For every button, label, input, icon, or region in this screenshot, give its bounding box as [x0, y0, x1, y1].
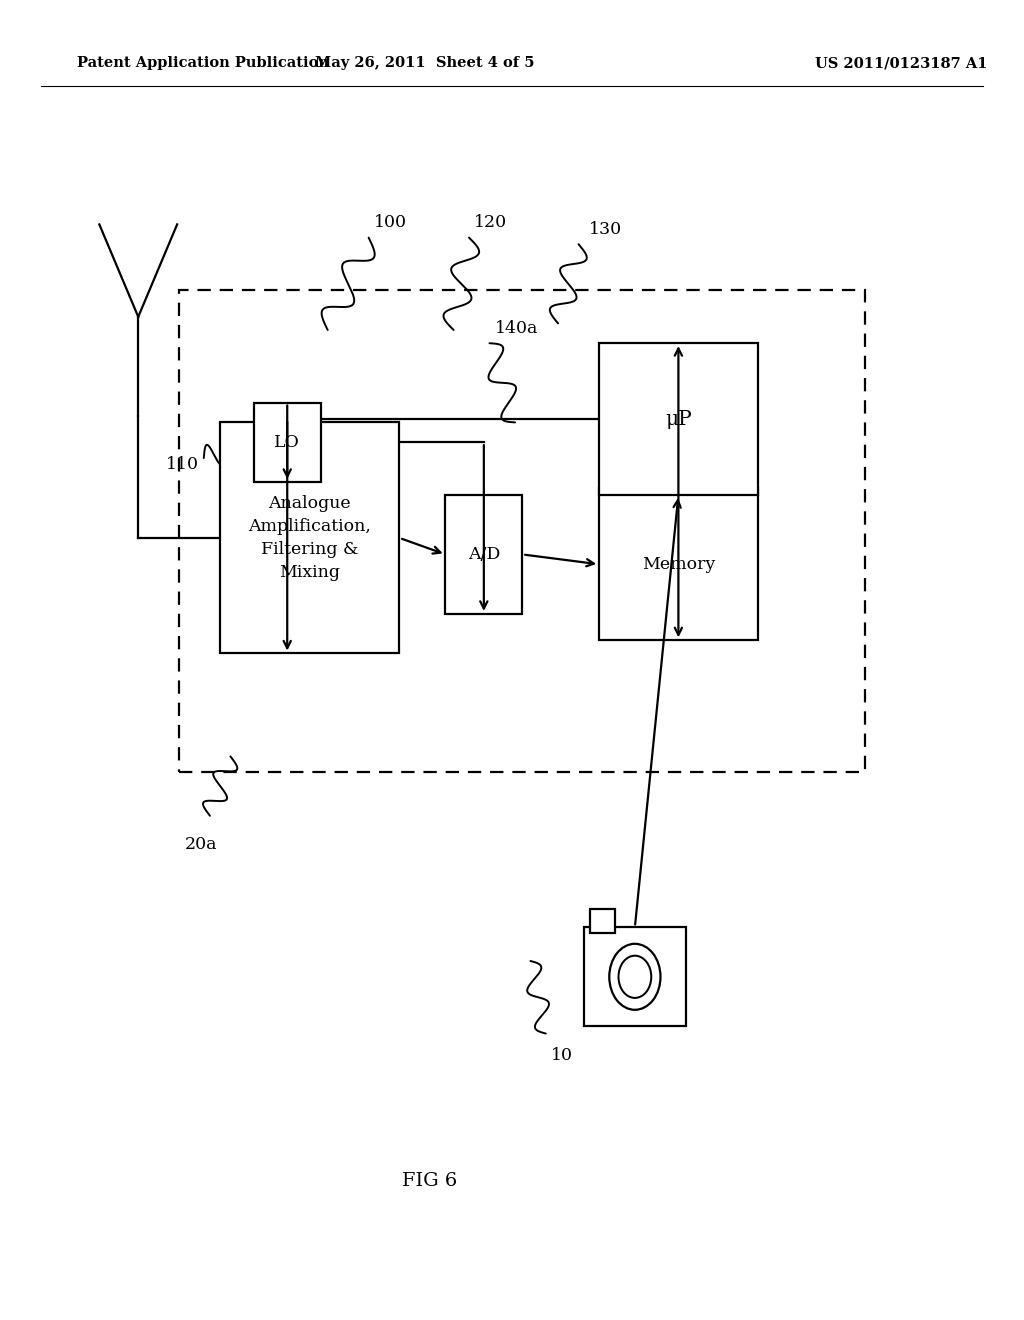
Text: 140a: 140a — [495, 319, 538, 337]
Text: 20a: 20a — [184, 836, 217, 853]
Text: 100: 100 — [374, 214, 407, 231]
Circle shape — [609, 944, 660, 1010]
Text: LO: LO — [274, 434, 300, 450]
Text: Analogue
Amplification,
Filtering &
Mixing: Analogue Amplification, Filtering & Mixi… — [249, 495, 371, 581]
Text: May 26, 2011  Sheet 4 of 5: May 26, 2011 Sheet 4 of 5 — [315, 57, 535, 70]
Text: A/D: A/D — [468, 546, 500, 562]
Bar — [179, 290, 865, 772]
Text: 130: 130 — [589, 220, 622, 238]
Bar — [220, 422, 399, 653]
Text: Patent Application Publication: Patent Application Publication — [77, 57, 329, 70]
Text: 110: 110 — [166, 457, 199, 473]
Text: 10: 10 — [551, 1047, 572, 1064]
Bar — [254, 403, 321, 482]
Text: μP: μP — [665, 409, 692, 429]
Text: US 2011/0123187 A1: US 2011/0123187 A1 — [815, 57, 987, 70]
Circle shape — [618, 956, 651, 998]
Text: FIG 6: FIG 6 — [402, 1172, 458, 1191]
Bar — [590, 909, 615, 932]
Text: Memory: Memory — [642, 556, 715, 573]
Bar — [599, 488, 758, 640]
Bar — [584, 928, 686, 1027]
Bar — [599, 343, 758, 495]
Bar — [445, 495, 522, 614]
Text: 120: 120 — [474, 214, 507, 231]
